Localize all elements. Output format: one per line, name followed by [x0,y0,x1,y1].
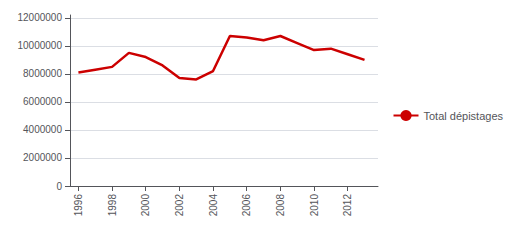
svg-text:4000000: 4000000 [23,124,62,135]
svg-text:12000000: 12000000 [18,12,63,23]
svg-text:2000: 2000 [140,194,151,217]
svg-text:6000000: 6000000 [23,96,62,107]
svg-text:2008: 2008 [275,194,286,217]
svg-text:2002: 2002 [174,194,185,217]
svg-text:2006: 2006 [241,194,252,217]
svg-text:Total dépistages: Total dépistages [424,110,504,122]
svg-text:2010: 2010 [309,194,320,217]
svg-text:10000000: 10000000 [18,40,63,51]
svg-text:1998: 1998 [107,194,118,217]
svg-text:1996: 1996 [73,194,84,217]
svg-text:8000000: 8000000 [23,68,62,79]
svg-text:2004: 2004 [208,194,219,217]
svg-text:2012: 2012 [342,194,353,217]
svg-text:2000000: 2000000 [23,152,62,163]
svg-text:0: 0 [56,181,62,192]
